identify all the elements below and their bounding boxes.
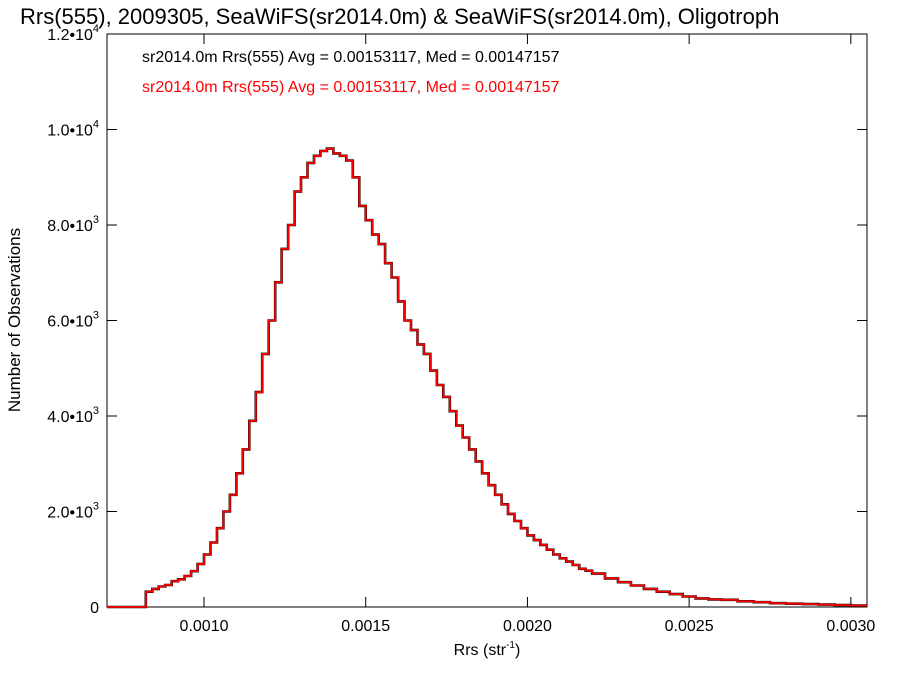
chart-title: Rrs(555), 2009305, SeaWiFS(sr2014.0m) & … (20, 4, 779, 29)
plot-axes: 0.0010 0.0015 0.0020 0.0025 0.0030 0 2.0•103 4.… (47, 23, 875, 635)
x-tick-label: 0.0010 (180, 618, 229, 635)
plot-frame (106, 33, 868, 608)
y-tick-label: 4.0•103 (47, 405, 99, 426)
y-tick-label: 6.0•103 (47, 310, 99, 331)
series-layer (107, 147, 867, 609)
y-tick-label: 1.0•104 (47, 119, 99, 140)
annotation-black: sr2014.0m Rrs(555) Avg = 0.00153117, Med… (142, 49, 560, 66)
x-tick-label: 0.0030 (826, 618, 875, 635)
x-tick-label: 0.0025 (665, 618, 714, 635)
y-tick-label: 2.0•103 (47, 501, 99, 522)
annotation-red: sr2014.0m Rrs(555) Avg = 0.00153117, Med… (142, 79, 560, 96)
series-histogram-line (107, 147, 867, 608)
y-tick-label: 1.2•104 (47, 23, 99, 44)
x-tick-label: 0.0020 (503, 618, 552, 635)
y-tick-label: 8.0•103 (47, 214, 99, 235)
annotation-layer: sr2014.0m Rrs(555) Avg = 0.00153117, Med… (142, 49, 560, 96)
y-axis-label: Number of Observations (5, 228, 24, 412)
series-underlay-line (107, 147, 867, 609)
y-tick-label: 0 (90, 600, 99, 617)
x-tick-label: 0.0015 (341, 618, 390, 635)
x-axis-label: Rrs (str-1) (454, 640, 521, 659)
